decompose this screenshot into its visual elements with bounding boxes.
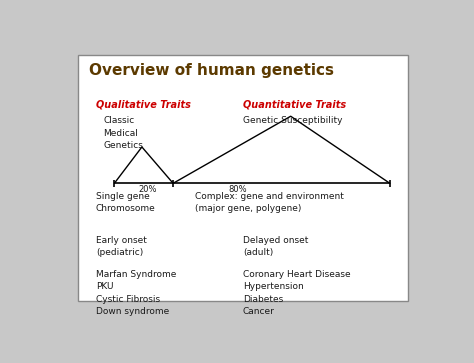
Text: Coronary Heart Disease
Hypertension
Diabetes
Cancer: Coronary Heart Disease Hypertension Diab… [243, 270, 351, 317]
Text: Genetic Susceptibility: Genetic Susceptibility [243, 116, 342, 125]
Text: 20%: 20% [138, 185, 157, 194]
Text: Classic
Medical
Genetics: Classic Medical Genetics [103, 116, 143, 150]
Text: Single gene
Chromosome: Single gene Chromosome [96, 192, 156, 212]
Text: Delayed onset
(adult): Delayed onset (adult) [243, 236, 308, 257]
Text: Quantitative Traits: Quantitative Traits [243, 99, 346, 110]
Text: Overview of human genetics: Overview of human genetics [89, 63, 334, 78]
Text: Complex: gene and environment
(major gene, polygene): Complex: gene and environment (major gen… [195, 192, 344, 212]
Text: Early onset
(pediatric): Early onset (pediatric) [96, 236, 147, 257]
Text: Marfan Syndrome
PKU
Cystic Fibrosis
Down syndrome: Marfan Syndrome PKU Cystic Fibrosis Down… [96, 270, 176, 317]
FancyBboxPatch shape [78, 55, 408, 301]
Text: Qualitative Traits: Qualitative Traits [96, 99, 191, 110]
Text: 80%: 80% [228, 185, 247, 194]
